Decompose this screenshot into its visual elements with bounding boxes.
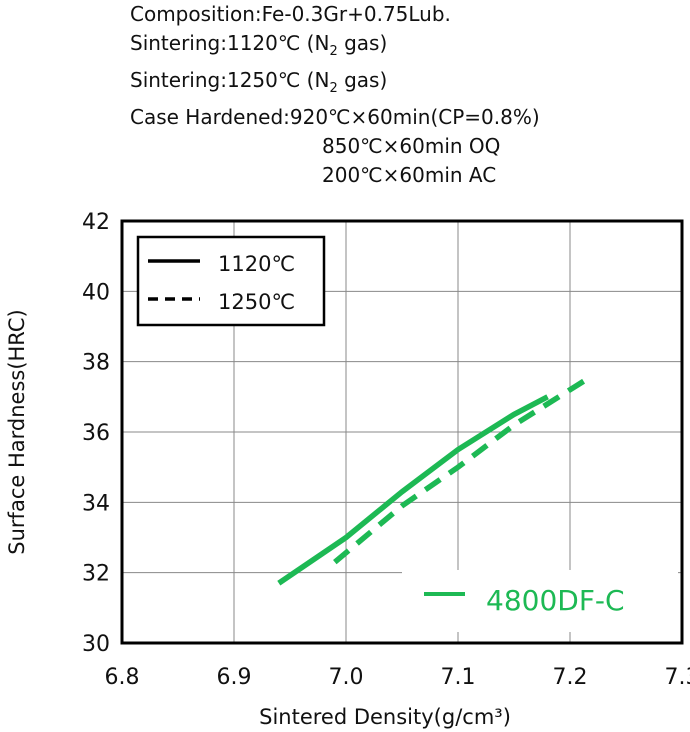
legend-label-1250: 1250℃ bbox=[218, 290, 295, 314]
plot-frame bbox=[120, 219, 684, 645]
case-hardened-note: Case Hardened:920℃×60min(CP=0.8%) bbox=[130, 105, 540, 129]
x-tick-label: 7.2 bbox=[553, 665, 588, 690]
y-tick-label: 38 bbox=[82, 351, 110, 376]
y-tick-label: 32 bbox=[82, 562, 110, 587]
composition-note: Composition:Fe-0.3Gr+0.75Lub. bbox=[130, 2, 451, 26]
temper-note: 200℃×60min AC bbox=[322, 163, 497, 187]
material-label-bg bbox=[402, 570, 678, 632]
material-label: 4800DF-C bbox=[486, 584, 625, 617]
y-axis-title: Surface Hardness(HRC) bbox=[5, 309, 29, 554]
x-tick-label: 7.1 bbox=[441, 665, 476, 690]
series-lines bbox=[277, 373, 594, 586]
x-tick-labels: 6.8 6.9 7.0 7.1 7.2 7.3 bbox=[105, 665, 690, 690]
y-tick-labels: 30 32 34 36 38 40 42 bbox=[82, 210, 110, 657]
conditions-notes: Composition:Fe-0.3Gr+0.75Lub. Sintering:… bbox=[130, 0, 540, 190]
x-axis-title: Sintered Density(g/cm³) bbox=[259, 705, 511, 729]
x-tick-label: 7.0 bbox=[329, 665, 364, 690]
x-tick-label: 7.3 bbox=[665, 665, 690, 690]
legend-label-1120: 1120℃ bbox=[218, 252, 295, 276]
quench-note: 850℃×60min OQ bbox=[322, 134, 501, 158]
x-tick-label: 6.8 bbox=[105, 665, 140, 690]
y-tick-label: 40 bbox=[82, 280, 110, 305]
legend-box bbox=[136, 235, 326, 327]
y-tick-label: 34 bbox=[82, 491, 110, 516]
series-line-dashed bbox=[333, 373, 594, 565]
y-tick-label: 30 bbox=[82, 632, 110, 657]
series-line-solid bbox=[277, 394, 549, 586]
sintering-1120-note: Sintering:1120℃ (N2 gas) bbox=[130, 31, 388, 59]
y-tick-label: 36 bbox=[82, 421, 110, 446]
x-tick-label: 6.9 bbox=[217, 665, 252, 690]
y-tick-label: 42 bbox=[82, 210, 110, 235]
sintering-1250-note: Sintering:1250℃ (N2 gas) bbox=[130, 68, 388, 96]
